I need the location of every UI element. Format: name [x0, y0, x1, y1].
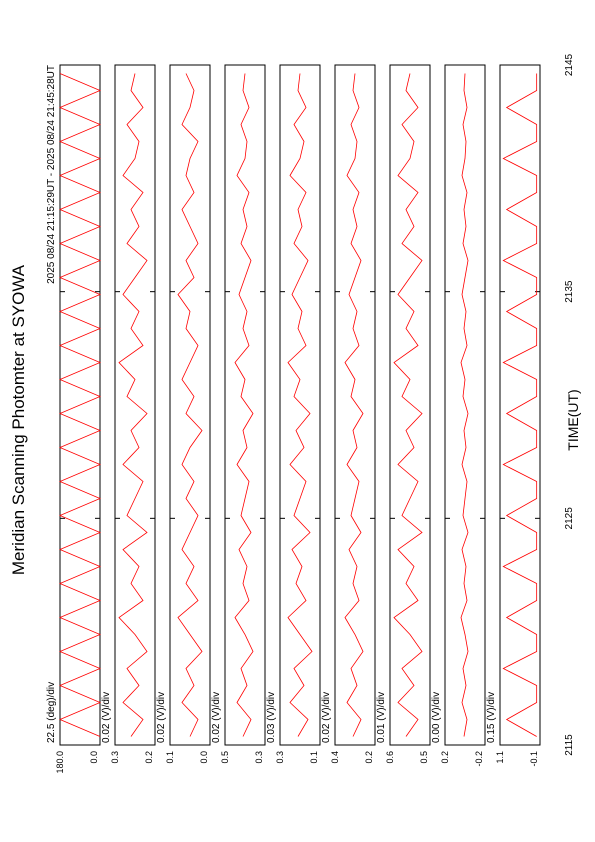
y-tick-label: 1.1: [495, 751, 505, 764]
data-line: [502, 73, 538, 737]
panel-frame: [169, 64, 211, 746]
x-axis-label: TIME(UT): [565, 389, 581, 450]
panel-frame: [499, 64, 541, 746]
y-tick-label: 0.5: [419, 751, 429, 764]
scale-label: 0.15 (V)/div: [486, 692, 497, 743]
y-tick-label: 0.0: [89, 751, 99, 764]
panel-frame: [59, 64, 101, 746]
scale-label: 0.02 (V)/div: [156, 692, 167, 743]
x-tick-label: 2115: [564, 734, 575, 756]
y-tick-label: 0.4: [330, 751, 340, 764]
data-line: [344, 73, 364, 737]
x-tick-label: 2125: [564, 507, 575, 530]
y-tick-label: 0.2: [144, 751, 154, 764]
scale-label: 22.5 (deg)/div: [46, 682, 57, 743]
scale-label: 0.03 (V)/div: [266, 692, 277, 743]
scale-label: 0.02 (V)/div: [321, 692, 332, 743]
y-tick-label: 0.1: [309, 751, 319, 764]
x-tick-label: 2135: [564, 280, 575, 303]
y-tick-label: 0.3: [275, 751, 285, 764]
scale-label: 0.00 (V)/div: [431, 692, 442, 743]
scale-label: 0.02 (V)/div: [211, 692, 222, 743]
panel-frame: [389, 64, 431, 746]
y-tick-label: 0.3: [254, 751, 264, 764]
panel-frame: [334, 64, 376, 746]
subtitle: 2025 08/24 21:15:29UT - 2025 08/24 21:45…: [46, 65, 57, 284]
y-tick-label: 0.0: [199, 751, 209, 764]
scale-label: 0.02 (V)/div: [101, 692, 112, 743]
scale-label: 0.01 (V)/div: [376, 692, 387, 743]
data-line: [460, 73, 469, 737]
y-tick-label: -0.2: [474, 751, 484, 767]
panel-frame: [444, 64, 486, 746]
x-tick-label: 2145: [564, 53, 575, 76]
y-tick-label: 0.5: [220, 751, 230, 764]
y-tick-label: 0.3: [110, 751, 120, 764]
panel-frame: [279, 64, 321, 746]
data-line: [287, 73, 313, 737]
y-tick-label: 0.1: [165, 751, 175, 764]
y-tick-label: 180.0: [55, 751, 65, 774]
y-tick-label: 0.2: [364, 751, 374, 764]
y-tick-label: -0.1: [529, 751, 539, 767]
data-line: [234, 73, 254, 737]
panel-frame: [224, 64, 266, 746]
data-line: [177, 73, 203, 737]
data-line: [58, 73, 102, 737]
chart-title: Meridian Scanning Photomter at SYOWA: [9, 264, 28, 575]
data-line: [393, 73, 423, 737]
data-line: [118, 73, 148, 737]
y-tick-label: 0.2: [440, 751, 450, 764]
y-tick-label: 0.6: [385, 751, 395, 764]
panel-frame: [114, 64, 156, 746]
